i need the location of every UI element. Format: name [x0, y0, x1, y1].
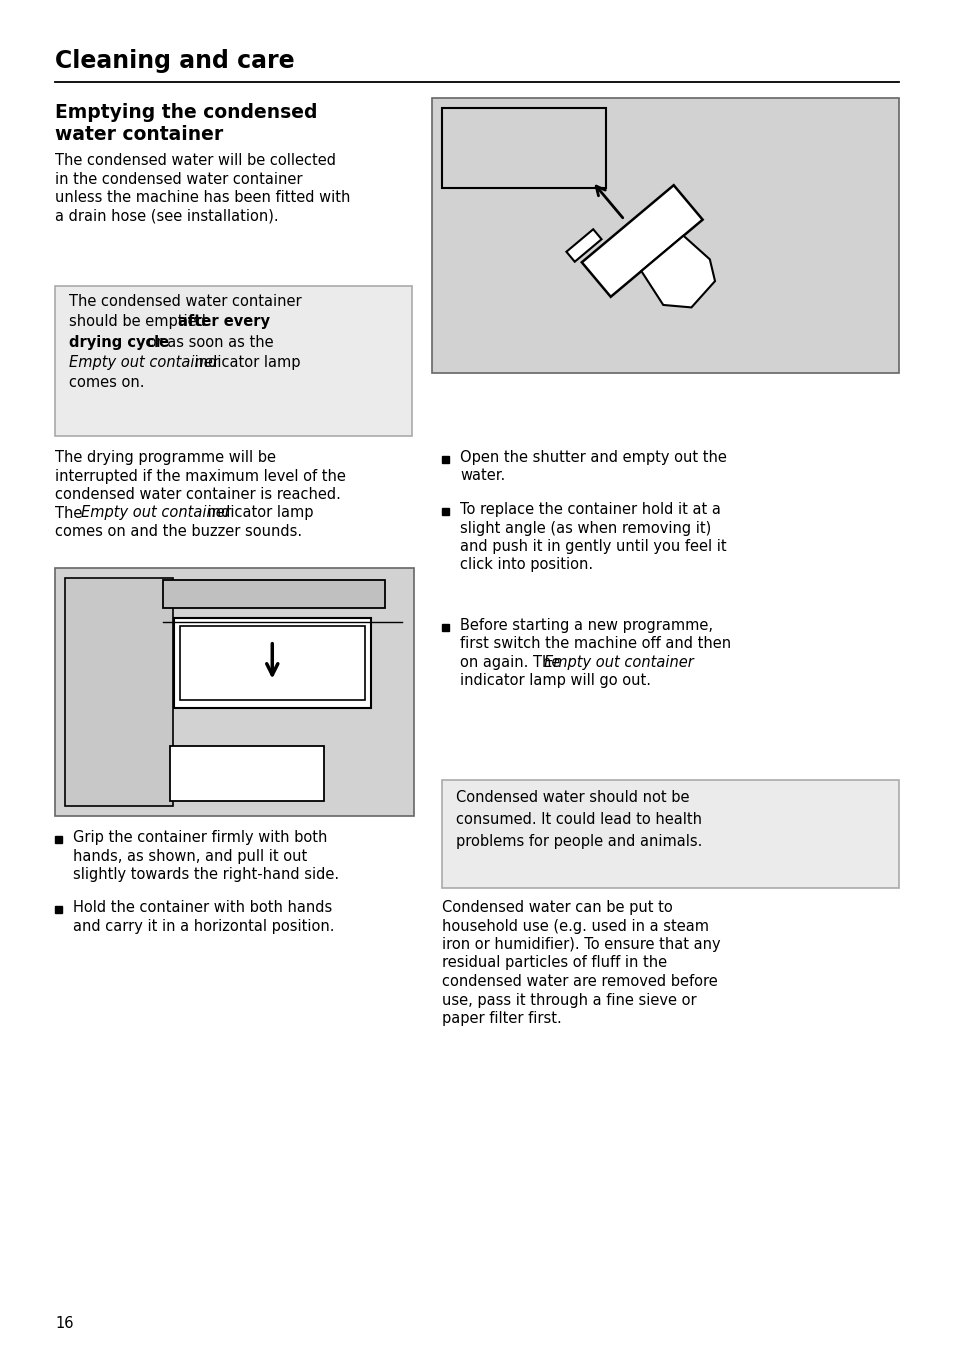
Text: Cleaning and care: Cleaning and care: [55, 49, 294, 73]
Bar: [441, 780, 898, 888]
Text: condensed water are removed before: condensed water are removed before: [441, 973, 718, 990]
Text: use, pass it through a fine sieve or: use, pass it through a fine sieve or: [441, 992, 696, 1007]
Text: consumed. It could lead to health: consumed. It could lead to health: [456, 813, 701, 827]
Bar: [179, 626, 365, 700]
Text: after every: after every: [178, 315, 270, 330]
Text: indicator lamp will go out.: indicator lamp will go out.: [459, 673, 651, 688]
Text: Hold the container with both hands: Hold the container with both hands: [73, 900, 332, 915]
Text: Open the shutter and empty out the: Open the shutter and empty out the: [459, 450, 726, 465]
Text: Grip the container firmly with both: Grip the container firmly with both: [73, 830, 327, 845]
Bar: [55, 906, 62, 913]
Bar: [163, 580, 385, 608]
Text: a drain hose (see installation).: a drain hose (see installation).: [55, 208, 278, 223]
Polygon shape: [566, 230, 601, 262]
Text: slight angle (as when removing it): slight angle (as when removing it): [459, 521, 711, 535]
Text: To replace the container hold it at a: To replace the container hold it at a: [459, 502, 720, 516]
Text: Empty out container: Empty out container: [543, 654, 693, 671]
Text: indicator lamp: indicator lamp: [190, 356, 300, 370]
Text: The drying programme will be: The drying programme will be: [55, 450, 275, 465]
Text: slightly towards the right-hand side.: slightly towards the right-hand side.: [73, 867, 338, 882]
Text: The: The: [55, 506, 87, 521]
Text: or as soon as the: or as soon as the: [143, 335, 274, 350]
Text: drying cycle: drying cycle: [69, 335, 169, 350]
Bar: [441, 508, 449, 515]
Text: condensed water container is reached.: condensed water container is reached.: [55, 487, 340, 502]
Text: problems for people and animals.: problems for people and animals.: [456, 834, 701, 849]
Text: unless the machine has been fitted with: unless the machine has been fitted with: [55, 191, 350, 206]
Polygon shape: [581, 185, 702, 297]
Text: click into position.: click into position.: [459, 557, 593, 572]
Bar: [441, 625, 449, 631]
Text: Before starting a new programme,: Before starting a new programme,: [459, 618, 713, 633]
Bar: [55, 568, 414, 817]
Text: The condensed water will be collected: The condensed water will be collected: [55, 153, 335, 168]
Text: Emptying the condensed: Emptying the condensed: [55, 103, 317, 122]
Bar: [65, 579, 172, 806]
Text: The condensed water container: The condensed water container: [69, 293, 301, 310]
Text: in the condensed water container: in the condensed water container: [55, 172, 302, 187]
Bar: [441, 456, 449, 462]
Text: iron or humidifier). To ensure that any: iron or humidifier). To ensure that any: [441, 937, 720, 952]
Text: comes on.: comes on.: [69, 376, 144, 391]
Text: first switch the machine off and then: first switch the machine off and then: [459, 637, 731, 652]
Text: indicator lamp: indicator lamp: [203, 506, 314, 521]
Text: Condensed water should not be: Condensed water should not be: [456, 790, 689, 804]
Text: Empty out container: Empty out container: [69, 356, 218, 370]
Text: household use (e.g. used in a steam: household use (e.g. used in a steam: [441, 918, 708, 933]
Bar: [55, 836, 62, 844]
Text: paper filter first.: paper filter first.: [441, 1011, 561, 1026]
Bar: [432, 97, 898, 373]
Text: residual particles of fluff in the: residual particles of fluff in the: [441, 956, 666, 971]
Bar: [173, 618, 371, 708]
Text: and carry it in a horizontal position.: and carry it in a horizontal position.: [73, 918, 335, 933]
Text: hands, as shown, and pull it out: hands, as shown, and pull it out: [73, 849, 307, 864]
Text: 16: 16: [55, 1315, 73, 1330]
Text: Empty out container: Empty out container: [81, 506, 231, 521]
Text: on again. The: on again. The: [459, 654, 564, 671]
Polygon shape: [170, 746, 324, 800]
Text: water container: water container: [55, 124, 223, 145]
Text: water.: water.: [459, 469, 505, 484]
Text: and push it in gently until you feel it: and push it in gently until you feel it: [459, 539, 726, 554]
Text: Condensed water can be put to: Condensed water can be put to: [441, 900, 672, 915]
Text: interrupted if the maximum level of the: interrupted if the maximum level of the: [55, 469, 346, 484]
Bar: [55, 287, 412, 435]
Text: comes on and the buzzer sounds.: comes on and the buzzer sounds.: [55, 525, 302, 539]
Text: should be emptied: should be emptied: [69, 315, 211, 330]
Polygon shape: [640, 235, 715, 307]
Bar: [441, 108, 605, 188]
